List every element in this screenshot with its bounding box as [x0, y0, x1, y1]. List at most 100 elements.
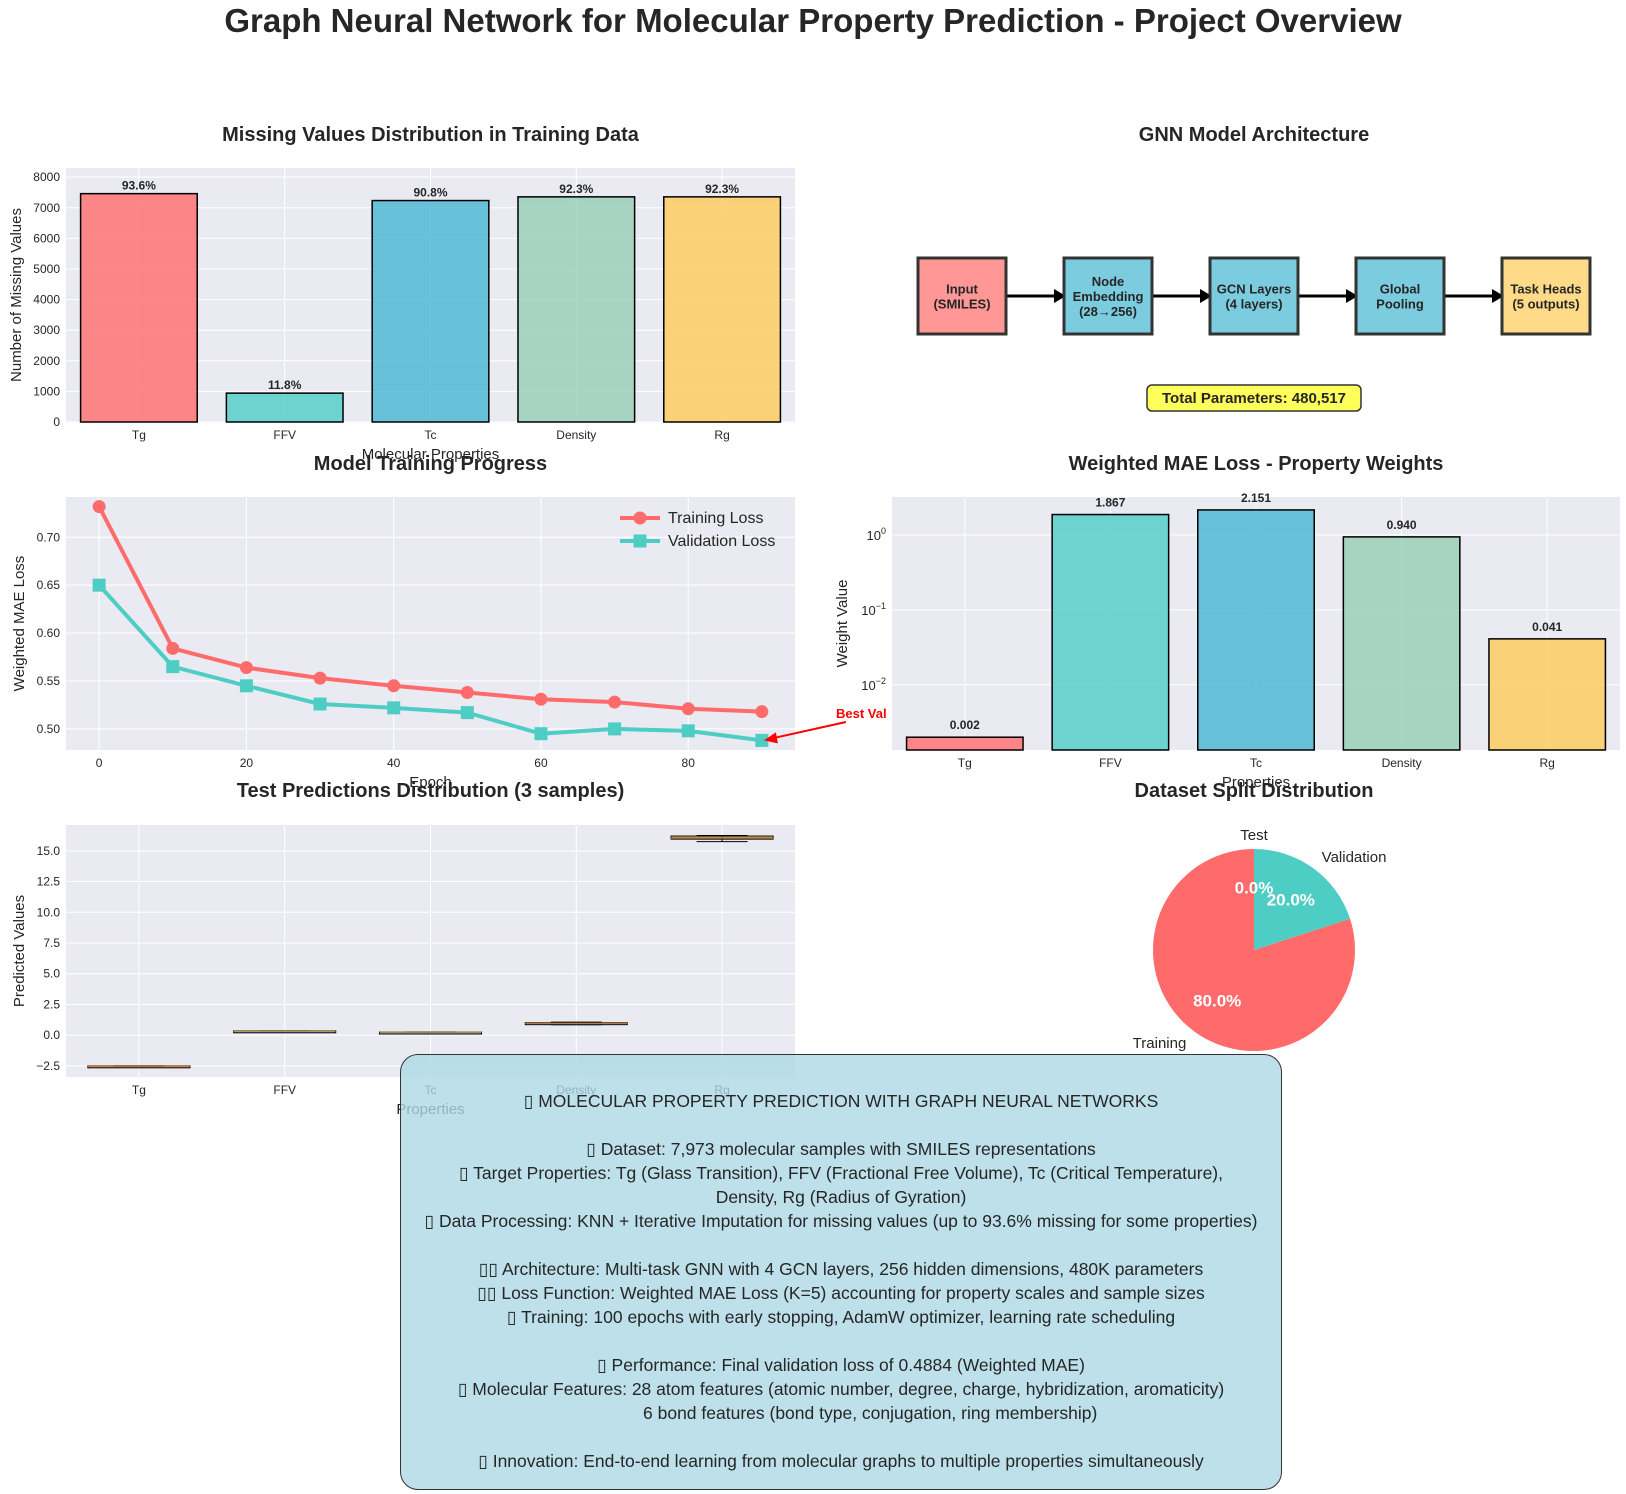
property-weights-chart: 100 10−1 10−2 0.002 Tg 1.867 FFV 2.151 Tc 0.940 De…	[834, 453, 1620, 791]
bar-data-label: 90.8%	[413, 186, 447, 200]
training-loss-point	[681, 702, 695, 716]
bar-rg	[663, 196, 782, 423]
training-loss-point	[166, 641, 180, 655]
y-tick-label: 10.0	[37, 905, 61, 919]
pie-pct-label: 80.0%	[1193, 992, 1241, 1011]
weight-bar-ffv	[1051, 513, 1170, 751]
node-label: Embedding	[1073, 289, 1144, 304]
x-tick-label: Tc	[1250, 756, 1262, 770]
node-label: Pooling	[1376, 297, 1424, 312]
x-tick-label: Tg	[132, 428, 146, 442]
node-label: Node	[1092, 274, 1125, 289]
training-loss-point	[534, 692, 548, 706]
x-tick-label: FFV	[273, 1083, 296, 1097]
node-label: Global	[1380, 282, 1420, 297]
chart-title: Missing Values Distribution in Training …	[222, 124, 640, 146]
validation-loss-point	[608, 722, 622, 736]
best-val-arrow	[771, 721, 847, 740]
pie-pct-label: 20.0%	[1267, 890, 1315, 909]
flow-arrow-head	[1200, 289, 1212, 303]
bar-data-label: 92.3%	[559, 182, 593, 196]
x-tick-label: FFV	[1099, 756, 1122, 770]
y-tick-label: 4000	[33, 293, 60, 307]
x-tick-label: Rg	[1540, 756, 1555, 770]
summary-line: ▯▯ Architecture: Multi-task GNN with 4 G…	[478, 1259, 1204, 1279]
summary-line: ▯ MOLECULAR PROPERTY PREDICTION WITH GRA…	[523, 1091, 1159, 1111]
y-tick-label: 0.65	[37, 578, 61, 592]
training-loss-point	[313, 671, 327, 685]
x-tick-label: 20	[240, 756, 254, 770]
chart-title: GNN Model Architecture	[1139, 124, 1369, 146]
flow-arrow-head	[1492, 289, 1504, 303]
y-tick-label: 5.0	[43, 967, 60, 981]
node-embedding-node	[1062, 256, 1154, 336]
y-tick-label: 100	[867, 526, 886, 543]
validation-loss-point	[534, 727, 548, 741]
x-tick-label: Rg	[714, 428, 729, 442]
x-axis-label: Properties	[1222, 774, 1290, 791]
chart-title: Model Training Progress	[314, 453, 547, 475]
y-axis-label: Weight Value	[834, 580, 851, 668]
y-tick-label: 10−1	[861, 601, 886, 618]
summary-line	[421, 1113, 1261, 1137]
dataset-split-chart: Dataset Split Distribution Training 80.0% V…	[1133, 780, 1387, 1052]
bar-data-label: 1.867	[1095, 496, 1125, 510]
validation-loss-point	[460, 706, 474, 720]
total-parameters-badge	[1146, 384, 1362, 412]
weight-bar-rg	[1488, 638, 1607, 751]
node-label: (28→256)	[1079, 304, 1137, 319]
node-label: Task Heads	[1510, 282, 1581, 297]
training-loss-point	[387, 679, 401, 693]
node-label: (5 outputs)	[1512, 297, 1579, 312]
x-tick-label: 80	[682, 756, 696, 770]
validation-loss-point	[239, 679, 253, 693]
y-tick-label: 10−2	[861, 676, 886, 693]
bar-data-label: 92.3%	[705, 182, 739, 196]
chart-title: Weighted MAE Loss - Property Weights	[1069, 453, 1444, 475]
summary-line	[421, 1425, 1261, 1449]
y-tick-label: 1000	[33, 384, 60, 398]
y-tick-label: 0.70	[37, 530, 61, 544]
training-loss-point	[755, 705, 769, 719]
x-axis-label: Molecular Properties	[362, 446, 500, 463]
y-axis-label: Weighted MAE Loss	[11, 556, 28, 692]
pie-label: Test	[1240, 827, 1268, 844]
x-tick-label: Tc	[425, 428, 437, 442]
validation-loss-point	[387, 701, 401, 715]
task-heads-node	[1500, 256, 1592, 336]
summary-line: Density, Rg (Radius of Gyration)	[715, 1187, 967, 1207]
y-tick-label: 3000	[33, 323, 60, 337]
architecture-diagram: GNN Model Architecture Input(SMILES) NodeE…	[916, 124, 1592, 412]
bar-tg	[79, 192, 198, 423]
bar-data-label: 0.041	[1532, 620, 1562, 634]
global-pooling-node	[1354, 256, 1446, 336]
chart-title: Dataset Split Distribution	[1135, 780, 1374, 802]
node-label: GCN Layers	[1217, 282, 1291, 297]
total-parameters-label: Total Parameters: 480,517	[1162, 390, 1346, 407]
bar-data-label: 0.002	[950, 718, 980, 732]
y-axis-label: Number of Missing Values	[8, 208, 25, 382]
validation-loss-point	[166, 660, 180, 674]
summary-line: ▯▯ Loss Function: Weighted MAE Loss (K=5…	[477, 1283, 1205, 1303]
summary-line: ▯ Performance: Final validation loss of …	[597, 1355, 1085, 1375]
weight-bar-density	[1342, 536, 1461, 751]
y-tick-label: 2.5	[43, 997, 60, 1011]
flow-arrow-head	[1054, 289, 1066, 303]
y-tick-label: −2.5	[36, 1059, 60, 1073]
bar-density	[517, 196, 636, 423]
x-tick-label: Tg	[132, 1083, 146, 1097]
test-predictions-chart: −2.50.02.55.07.510.012.515.0TgFFVTcDensi…	[11, 780, 795, 1118]
summary-line: ▯ Dataset: 7,973 molecular samples with …	[586, 1139, 1096, 1159]
validation-loss-point	[681, 724, 695, 738]
training-loss-point	[460, 686, 474, 699]
validation-loss-point	[755, 733, 769, 747]
y-tick-label: 0.50	[37, 722, 61, 736]
node-label: (4 layers)	[1225, 297, 1282, 312]
y-tick-label: 0	[53, 415, 60, 429]
summary-line: ▯ Data Processing: KNN + Iterative Imput…	[424, 1211, 1258, 1231]
x-axis-label: Epoch	[409, 774, 452, 791]
legend-marker	[633, 511, 647, 525]
x-tick-label: Density	[556, 428, 596, 442]
summary-line	[421, 1329, 1261, 1353]
